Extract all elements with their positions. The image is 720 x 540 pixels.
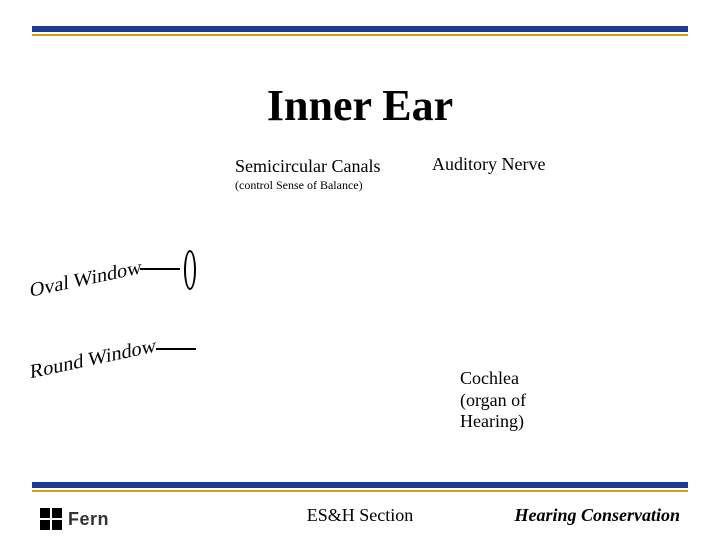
- label-cochlea-l3: Hearing): [460, 411, 524, 431]
- label-auditory-nerve: Auditory Nerve: [432, 154, 545, 176]
- arrow-oval-window: [140, 268, 180, 270]
- bottom-rule-yellow: [32, 490, 688, 492]
- top-rule: [32, 26, 688, 36]
- footer-right: Hearing Conservation: [514, 505, 680, 526]
- top-rule-yellow: [32, 34, 688, 36]
- label-semicircular-canals: Semicircular Canals: [235, 156, 380, 178]
- top-rule-blue: [32, 26, 688, 32]
- shape-oval-window: [184, 250, 196, 290]
- wordart-round-window: Round Window: [30, 335, 156, 385]
- bottom-rule-blue: [32, 482, 688, 488]
- slide: Inner Ear Semicircular Canals (control S…: [0, 0, 720, 540]
- label-cochlea: Cochlea (organ of Hearing): [460, 368, 526, 433]
- label-cochlea-l2: (organ of: [460, 390, 526, 410]
- wordart-oval-window: Oval Window: [30, 256, 142, 303]
- arrow-round-window: [156, 348, 196, 350]
- label-semicircular-sub: (control Sense of Balance): [235, 178, 363, 192]
- label-cochlea-l1: Cochlea: [460, 368, 519, 388]
- bottom-rule: [32, 482, 688, 492]
- page-title: Inner Ear: [0, 80, 720, 131]
